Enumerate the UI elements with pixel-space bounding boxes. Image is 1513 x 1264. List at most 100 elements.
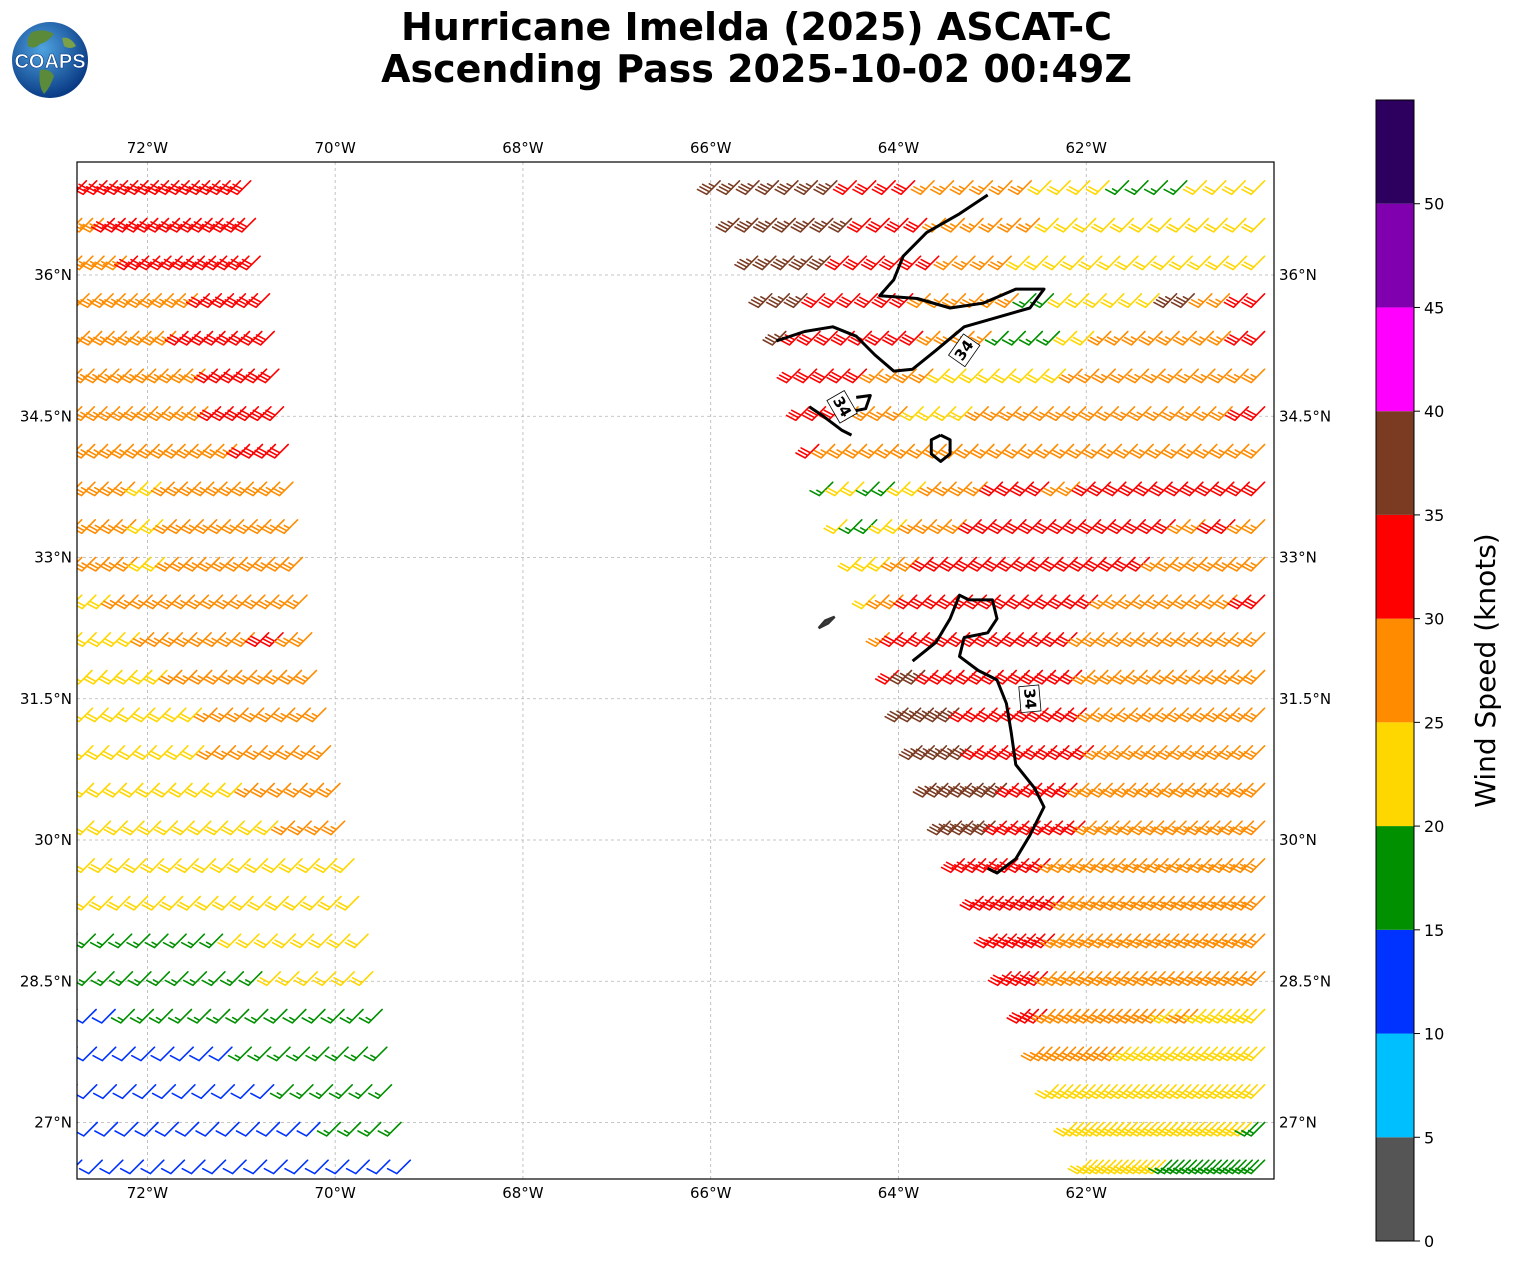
wind-barb <box>119 1159 145 1175</box>
wind-barb <box>1222 933 1247 949</box>
wind-barb <box>1143 406 1168 422</box>
wind-barb <box>932 481 957 497</box>
wind-barb <box>949 820 974 836</box>
lat-tick-left: 30°N <box>34 831 72 849</box>
wind-barb <box>906 443 931 459</box>
wind-barb <box>286 707 311 723</box>
contour-label-box <box>826 389 858 424</box>
wind-barb <box>278 669 303 685</box>
wind-barb <box>1047 293 1072 309</box>
wind-barb <box>933 255 958 271</box>
wind-barb <box>994 481 1019 497</box>
wind-barb <box>1241 933 1266 949</box>
wind-barb <box>1113 443 1138 459</box>
wind-barb <box>116 745 142 761</box>
wind-barb <box>316 782 341 798</box>
wind-barb <box>131 707 156 723</box>
wind-barb <box>779 330 804 346</box>
wind-barb <box>924 556 949 572</box>
wind-barb <box>1091 1046 1116 1062</box>
wind-barb <box>1044 1046 1069 1062</box>
wind-barb <box>883 519 908 535</box>
wind-barb <box>1104 330 1129 346</box>
wind-barb <box>987 519 1012 535</box>
wind-barb <box>1082 293 1107 309</box>
wind-barb <box>1070 330 1095 346</box>
wind-barb <box>964 406 989 422</box>
wind-barb <box>1062 406 1087 422</box>
wind-barb <box>1219 858 1244 874</box>
wind-barb <box>1070 895 1095 911</box>
coaps-logo: COAPS <box>12 22 88 98</box>
wind-barb <box>1034 217 1059 233</box>
wind-barb <box>1185 594 1210 610</box>
wind-barb <box>77 895 78 898</box>
wind-barb <box>301 1008 326 1024</box>
colorbar-swatch <box>1376 618 1414 723</box>
wind-barb <box>256 971 282 987</box>
contour-line-34kt <box>851 394 872 413</box>
wind-barb <box>368 1084 393 1100</box>
wind-barb <box>1046 180 1071 196</box>
lat-tick-left: 36°N <box>34 266 72 284</box>
wind-barb <box>986 443 1011 459</box>
wind-barb <box>1182 782 1207 798</box>
wind-barb <box>1241 217 1266 233</box>
wind-barb <box>146 971 171 987</box>
wind-barb <box>110 1008 135 1024</box>
wind-barb <box>223 556 248 572</box>
wind-barb <box>1143 180 1169 196</box>
wind-barb <box>219 971 245 987</box>
wind-barb <box>253 933 278 949</box>
wind-barb <box>1118 293 1143 309</box>
wind-barb <box>304 820 329 836</box>
wind-barb <box>868 519 893 535</box>
wind-barb <box>283 594 308 610</box>
wind-barb <box>345 1159 370 1175</box>
wind-barb <box>1209 443 1234 459</box>
wind-barb <box>210 1084 236 1100</box>
wind-barb <box>1150 895 1175 911</box>
map-frame <box>76 161 1275 1180</box>
wind-barb <box>222 293 247 309</box>
wind-barb <box>1202 180 1227 196</box>
contour-line-34kt <box>929 433 952 463</box>
wind-barb <box>1111 406 1136 422</box>
wind-barb <box>813 330 838 346</box>
wind-barb <box>103 820 128 836</box>
wind-barb <box>1100 293 1125 309</box>
wind-barb <box>801 293 826 309</box>
wind-barb <box>1124 180 1149 196</box>
wind-barb <box>1130 895 1155 911</box>
wind-barb <box>293 971 319 987</box>
wind-barb <box>1009 895 1035 911</box>
wind-barb <box>85 745 110 761</box>
wind-barb <box>77 820 95 836</box>
wind-barb <box>997 217 1022 233</box>
wind-barb <box>1221 180 1246 196</box>
wind-barb <box>1159 406 1185 422</box>
wind-barb <box>1141 971 1166 987</box>
wind-barb <box>1241 895 1266 911</box>
wind-barb <box>134 1121 159 1137</box>
lat-tick-left: 28.5°N <box>20 972 72 990</box>
wind-barb <box>168 1008 193 1024</box>
wind-barb <box>1188 293 1213 309</box>
wind-barb <box>77 255 94 271</box>
wind-barb <box>77 1121 98 1137</box>
wind-barb <box>1170 782 1195 798</box>
wind-barb <box>866 556 891 572</box>
wind-barb <box>146 707 172 723</box>
wind-barb <box>1151 820 1176 836</box>
colorbar-swatch <box>1376 1033 1414 1138</box>
wind-barb <box>78 1159 103 1175</box>
wind-barb <box>968 180 994 196</box>
wind-barb <box>1019 895 1045 911</box>
wind-barb <box>1010 556 1035 572</box>
wind-barb <box>884 217 909 233</box>
wind-barb <box>1160 895 1185 911</box>
wind-barb <box>1053 330 1078 346</box>
wind-barb <box>349 971 374 987</box>
wind-barb <box>151 1084 177 1100</box>
wind-barb <box>1187 858 1212 874</box>
